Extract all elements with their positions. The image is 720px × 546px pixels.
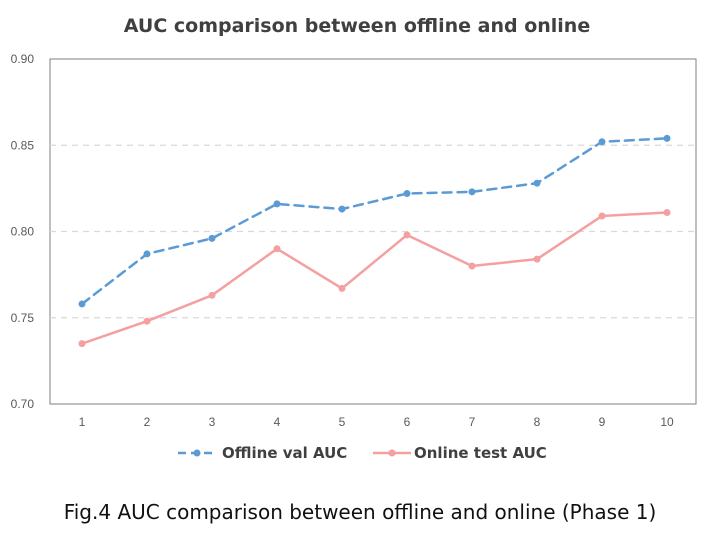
- data-point: [663, 209, 671, 217]
- x-axis-ticks: 1 2 3 4 5 6 7 8 9 10: [79, 415, 674, 429]
- legend-marker: [388, 449, 396, 457]
- x-tick-label: 9: [599, 415, 606, 429]
- data-point: [78, 340, 86, 348]
- data-point: [533, 179, 541, 187]
- data-point: [273, 200, 281, 208]
- data-point: [338, 284, 346, 292]
- x-tick-label: 7: [469, 415, 476, 429]
- series-offline-val-auc: [78, 134, 671, 308]
- y-tick-label: 0.90: [11, 52, 35, 66]
- data-point: [663, 134, 671, 142]
- data-point: [143, 250, 151, 258]
- series-online-test-auc: [78, 209, 671, 348]
- x-tick-label: 3: [209, 415, 216, 429]
- data-point: [468, 188, 476, 196]
- data-point: [533, 255, 541, 263]
- x-tick-label: 1: [79, 415, 86, 429]
- data-point: [78, 300, 86, 308]
- data-point: [598, 212, 606, 220]
- data-point: [598, 138, 606, 146]
- data-point: [338, 205, 346, 213]
- data-point: [208, 291, 216, 299]
- legend-item: Offline val AUC: [178, 444, 347, 462]
- x-tick-label: 5: [339, 415, 346, 429]
- x-tick-label: 10: [660, 415, 674, 429]
- data-point: [208, 234, 216, 242]
- legend: Offline val AUC Online test AUC: [178, 444, 547, 462]
- x-tick-label: 2: [144, 415, 151, 429]
- y-tick-label: 0.70: [11, 397, 35, 411]
- y-tick-label: 0.85: [11, 138, 35, 152]
- line-chart: AUC comparison between offline and onlin…: [11, 15, 697, 462]
- legend-label: Offline val AUC: [222, 444, 347, 462]
- grid-lines: [50, 144, 696, 319]
- series-line: [80, 211, 669, 345]
- data-point: [273, 245, 281, 253]
- data-point: [403, 190, 411, 198]
- chart-title: AUC comparison between offline and onlin…: [124, 15, 590, 37]
- data-point: [403, 231, 411, 239]
- legend-marker: [193, 449, 201, 457]
- series-layer: [78, 134, 671, 348]
- y-axis-ticks: 0.70 0.75 0.80 0.85 0.90: [11, 52, 35, 411]
- y-tick-label: 0.75: [11, 311, 35, 325]
- series-line: [80, 137, 669, 306]
- x-tick-label: 4: [274, 415, 281, 429]
- y-tick-label: 0.80: [11, 225, 35, 239]
- legend-item: Online test AUC: [373, 444, 547, 462]
- x-tick-label: 6: [404, 415, 411, 429]
- data-point: [143, 317, 151, 325]
- figure-caption: Fig.4 AUC comparison between offline and…: [63, 500, 657, 524]
- legend-label: Online test AUC: [414, 444, 547, 462]
- chart-container: AUC comparison between offline and onlin…: [11, 15, 697, 462]
- data-point: [468, 262, 476, 270]
- x-tick-label: 8: [534, 415, 541, 429]
